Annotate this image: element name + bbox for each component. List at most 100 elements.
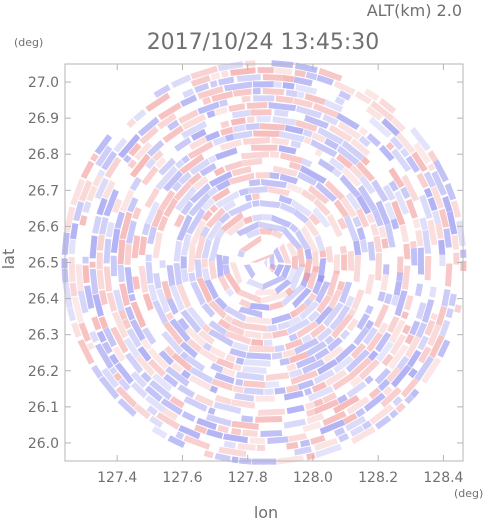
heatmap-cell: [177, 384, 196, 399]
heatmap-cell: [295, 119, 318, 132]
heatmap-cell: [253, 130, 280, 137]
heatmap-cell: [252, 214, 263, 222]
heatmap-cell: [250, 253, 274, 263]
heatmap-cell: [282, 74, 295, 83]
heatmap-cell: [257, 67, 274, 74]
heatmap-cell: [341, 254, 348, 271]
heatmap-cell: [293, 76, 313, 87]
heatmap-cell: [215, 357, 235, 370]
heatmap-cell: [399, 147, 410, 158]
heatmap-cell: [173, 181, 192, 201]
heatmap-cell: [343, 215, 359, 242]
heatmap-cell: [106, 292, 118, 313]
heatmap-cell: [300, 158, 313, 168]
heatmap-cell: [439, 319, 451, 337]
heatmap-cell: [155, 165, 178, 191]
heatmap-cell: [279, 357, 290, 366]
heatmap-cell: [170, 361, 184, 374]
altitude-label: ALT(km) 2.0: [367, 1, 462, 20]
heatmap-cell: [110, 255, 118, 277]
heatmap-cell: [139, 126, 159, 145]
heatmap-cell: [390, 136, 404, 151]
heatmap-cell: [430, 312, 438, 321]
heatmap-cell: [118, 378, 131, 392]
heatmap-cell: [307, 386, 334, 402]
heatmap-cell: [230, 67, 256, 76]
heatmap-cell: [208, 300, 227, 319]
heatmap-cell: [89, 261, 96, 268]
heatmap-cell: [71, 322, 82, 338]
heatmap-cell: [184, 326, 207, 348]
heatmap-cell: [329, 317, 342, 331]
heatmap-cell: [138, 265, 149, 294]
heatmap-cell: [89, 235, 98, 259]
chart-title: 2017/10/24 13:45:30: [147, 30, 380, 55]
heatmap-cell: [404, 335, 422, 359]
heatmap-cell: [171, 74, 192, 88]
heatmap-cell: [322, 392, 338, 404]
heatmap-cell: [119, 283, 130, 307]
heatmap-cell: [409, 388, 420, 399]
heatmap-cell: [196, 417, 218, 431]
heatmap-cell: [394, 290, 408, 317]
heatmap-cell: [404, 333, 415, 345]
heatmap-cell: [96, 234, 105, 251]
heatmap-cell: [421, 357, 442, 384]
heatmap-cell: [355, 207, 370, 228]
heatmap-cell: [157, 215, 169, 232]
heatmap-cell: [140, 371, 152, 383]
heatmap-cell: [208, 235, 221, 262]
heatmap-cell: [243, 359, 271, 367]
heatmap-cell: [165, 312, 175, 321]
heatmap-cell: [264, 388, 274, 395]
heatmap-cell: [386, 366, 402, 383]
heatmap-cell: [245, 123, 260, 131]
heatmap-cell: [111, 311, 129, 339]
heatmap-cell: [304, 114, 330, 129]
heatmap-cell: [401, 311, 409, 320]
heatmap-cell: [286, 241, 298, 257]
heatmap-cell: [373, 304, 390, 329]
y-tick-label: 26.3: [28, 328, 59, 344]
heatmap-cell: [255, 172, 270, 179]
heatmap-cell: [314, 347, 330, 361]
heatmap-cell: [220, 126, 234, 136]
heatmap-cell: [66, 307, 76, 322]
heatmap-cell: [274, 279, 292, 295]
heatmap-cell: [427, 197, 438, 212]
heatmap-cell: [213, 166, 226, 177]
heatmap-cell: [313, 398, 324, 408]
heatmap-cell: [89, 268, 99, 295]
heatmap-cell: [146, 405, 158, 416]
heatmap-cell: [435, 223, 444, 239]
heatmap-cell: [271, 214, 292, 228]
heatmap-cell: [412, 218, 421, 229]
heatmap-cell: [389, 409, 399, 419]
heatmap-cell: [335, 343, 357, 364]
heatmap-cell: [145, 157, 157, 170]
heatmap-cell: [326, 270, 340, 298]
heatmap-cell: [223, 314, 234, 324]
heatmap-cell: [454, 304, 462, 314]
heatmap-cell: [222, 433, 248, 444]
heatmap-cell: [277, 455, 305, 465]
heatmap-cell: [262, 275, 286, 290]
heatmap-cell: [247, 186, 268, 194]
heatmap-cell: [162, 125, 184, 143]
heatmap-cell: [175, 431, 185, 440]
heatmap-cell: [217, 318, 231, 331]
heatmap-cell: [251, 339, 264, 346]
heatmap-cell: [317, 126, 344, 145]
heatmap-cell: [222, 264, 231, 275]
heatmap-cell: [188, 136, 208, 150]
heatmap-cell: [188, 192, 211, 217]
heatmap-cell: [242, 429, 258, 437]
heatmap-cell: [140, 338, 152, 351]
heatmap-cell: [96, 330, 107, 343]
heatmap-cell: [201, 197, 216, 211]
heatmap-cell: [262, 214, 273, 221]
heatmap-cell: [363, 392, 386, 412]
heatmap-cell: [96, 197, 108, 216]
heatmap-cell: [218, 212, 231, 224]
heatmap-cell: [113, 289, 125, 312]
